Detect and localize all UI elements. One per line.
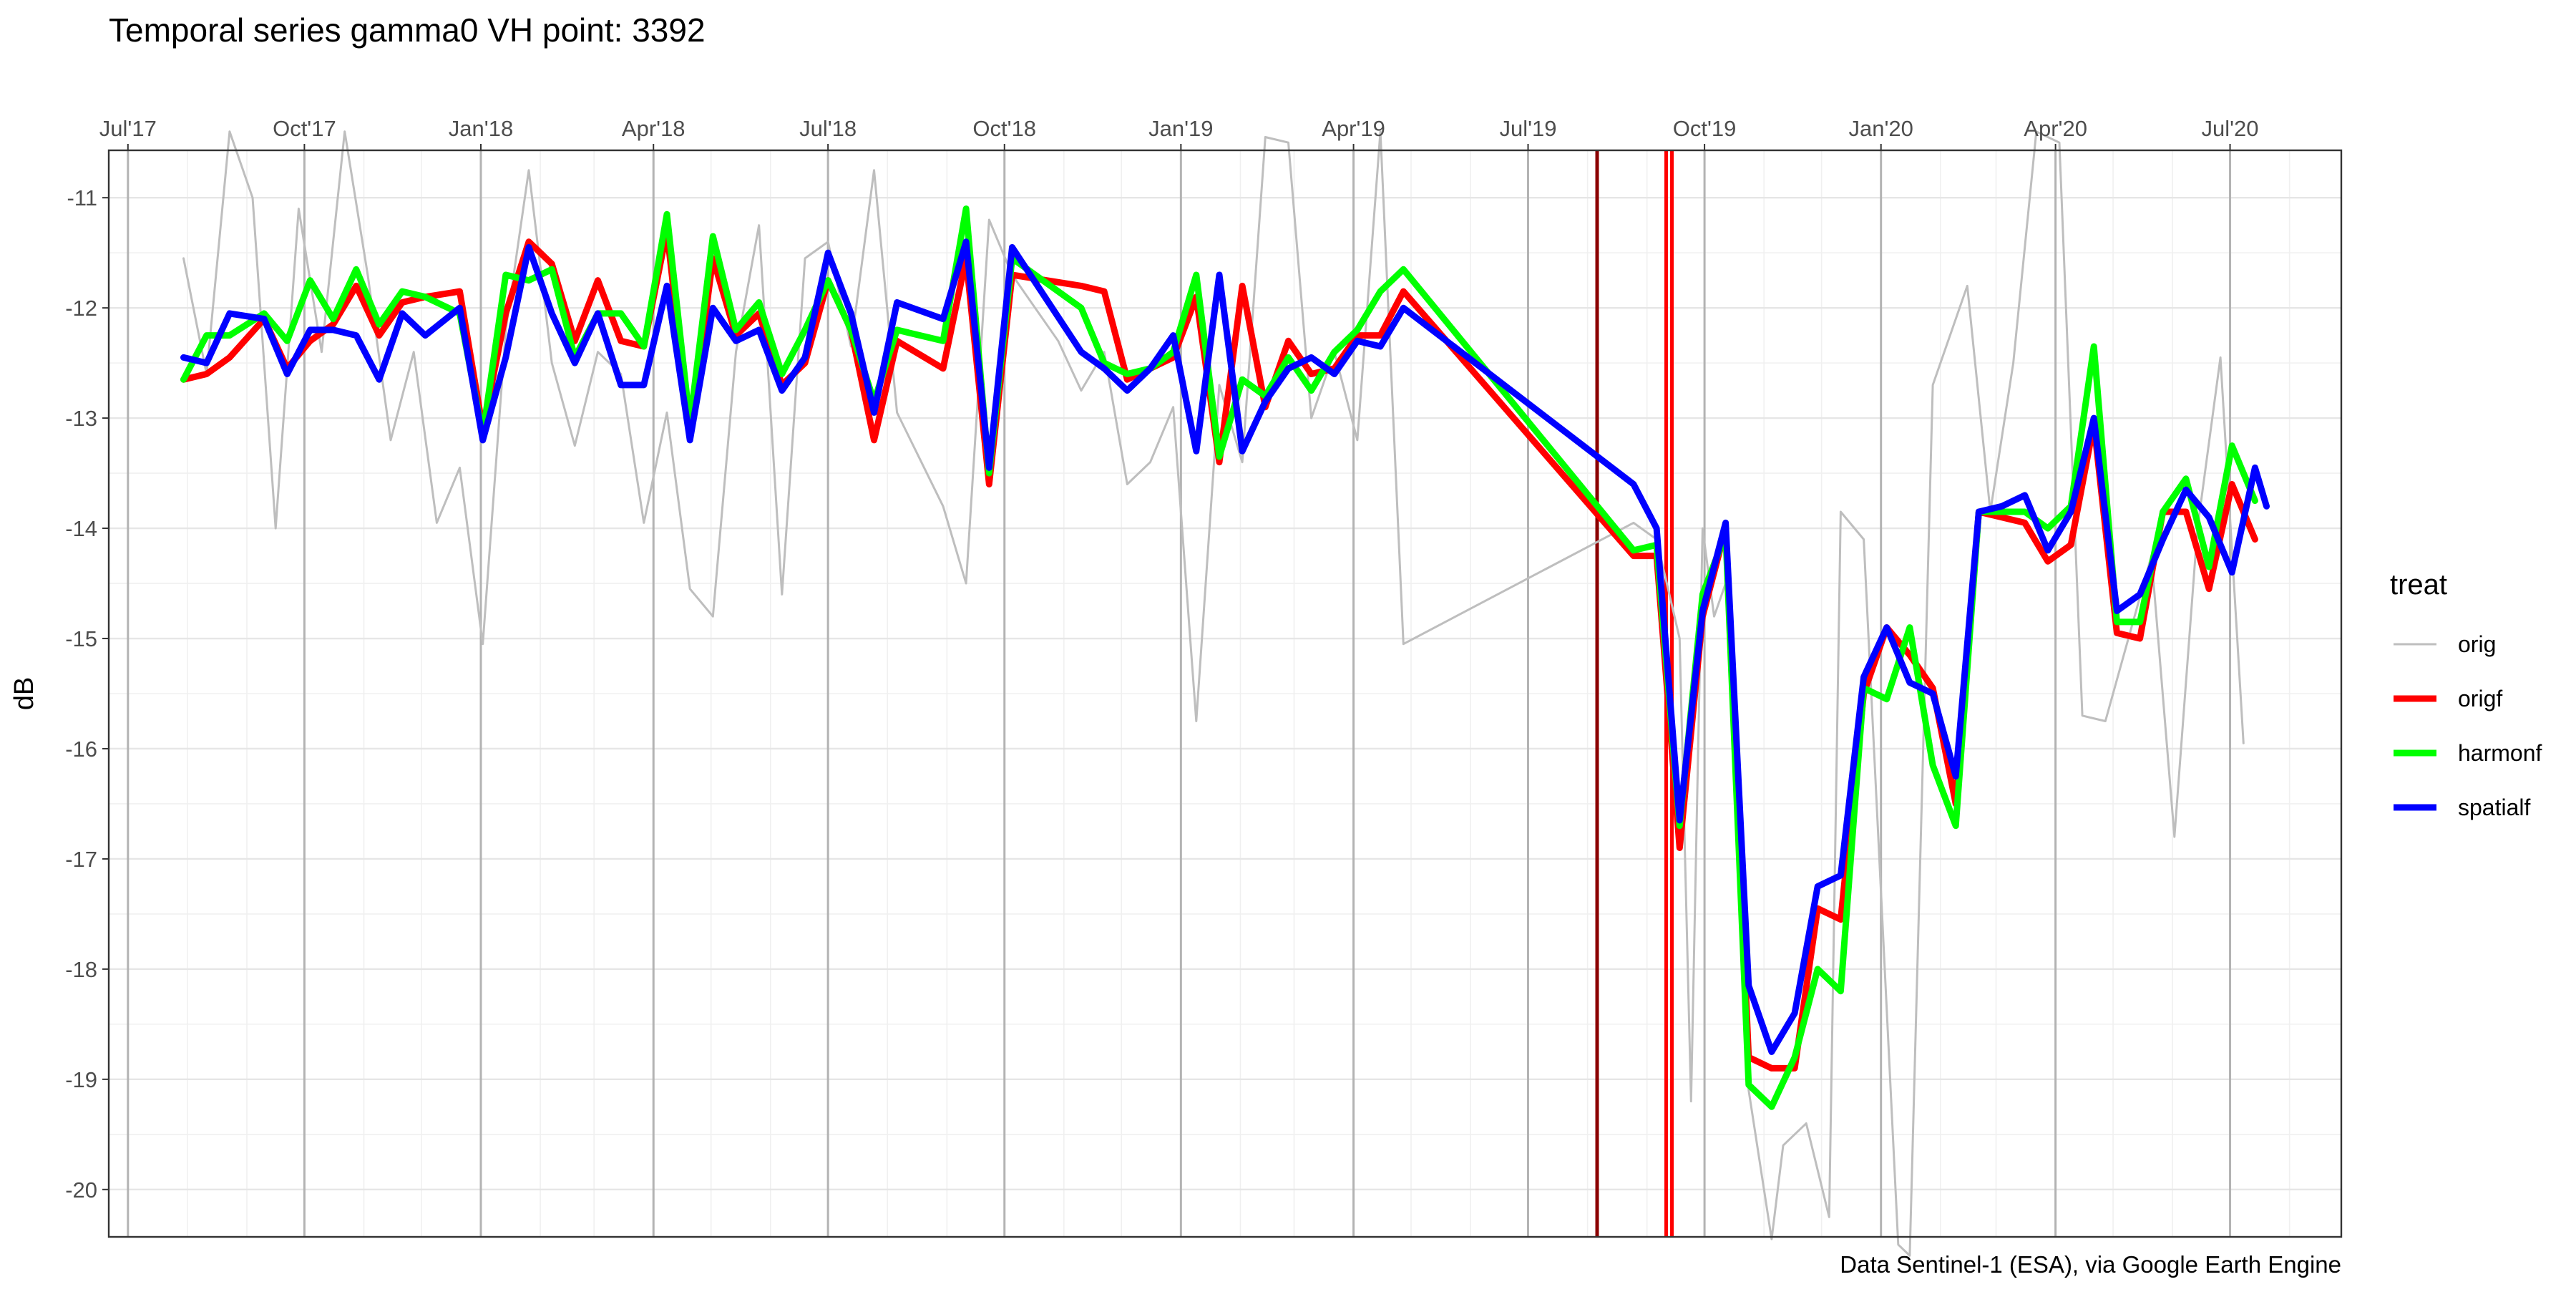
- y-tick-label: -14: [65, 516, 97, 541]
- legend-items: orig origf harmonf spatialf: [2394, 631, 2542, 820]
- legend-item-harmonf: harmonf: [2394, 740, 2542, 766]
- y-tick-label: -13: [65, 406, 97, 431]
- x-tick-label: Apr'19: [1322, 116, 1385, 141]
- y-tick-label: -16: [65, 737, 97, 762]
- y-axis: -11 -12 -13 -14 -15 -16 -17 -18 -19 -20: [65, 185, 109, 1203]
- x-tick-label: Jul'19: [1499, 116, 1556, 141]
- series-line-orig: [182, 130, 2245, 1257]
- legend-item-spatialf: spatialf: [2394, 795, 2531, 820]
- x-tick-label: Oct'17: [273, 116, 336, 141]
- y-tick-label: -20: [65, 1177, 97, 1203]
- y-tick-label: -12: [65, 296, 97, 321]
- x-tick-label: Jan'18: [449, 116, 513, 141]
- x-tick-label: Apr'20: [2024, 116, 2087, 141]
- y-tick-label: -15: [65, 626, 97, 651]
- series-line-spatialf: [180, 238, 2270, 1055]
- series-layer: [180, 130, 2270, 1257]
- y-tick-label: -17: [65, 847, 97, 872]
- legend-item-orig: orig: [2394, 631, 2496, 657]
- legend: treat orig origf harmonf spatialf: [2390, 569, 2542, 820]
- y-tick-label: -19: [65, 1067, 97, 1092]
- legend-label: orig: [2458, 631, 2496, 657]
- y-axis-title: dB: [9, 677, 39, 710]
- y-tick-label: -11: [67, 185, 97, 210]
- chart-title: Temporal series gamma0 VH point: 3392: [109, 11, 706, 49]
- x-axis: Jul'17 Oct'17 Jan'18 Apr'18 Jul'18 Oct'18 Jan'…: [99, 116, 2259, 150]
- x-tick-label: Jul'17: [99, 116, 157, 141]
- x-tick-label: Apr'18: [622, 116, 686, 141]
- x-tick-label: Jan'19: [1148, 116, 1213, 141]
- x-tick-label: Jul'18: [799, 116, 857, 141]
- legend-label: origf: [2458, 686, 2502, 711]
- x-tick-label: Oct'18: [972, 116, 1036, 141]
- series-line-harmonf: [180, 205, 2258, 1110]
- y-tick-label: -18: [65, 957, 97, 982]
- chart-caption: Data Sentinel-1 (ESA), via Google Earth …: [1840, 1251, 2341, 1278]
- legend-label: spatialf: [2458, 795, 2531, 820]
- x-tick-label: Jul'20: [2202, 116, 2259, 141]
- x-tick-label: Jan'20: [1849, 116, 1913, 141]
- legend-label: harmonf: [2458, 740, 2542, 766]
- x-tick-label: Oct'19: [1673, 116, 1737, 141]
- plot-border: [107, 149, 2343, 1238]
- legend-item-origf: origf: [2394, 686, 2502, 711]
- legend-title: treat: [2390, 569, 2447, 601]
